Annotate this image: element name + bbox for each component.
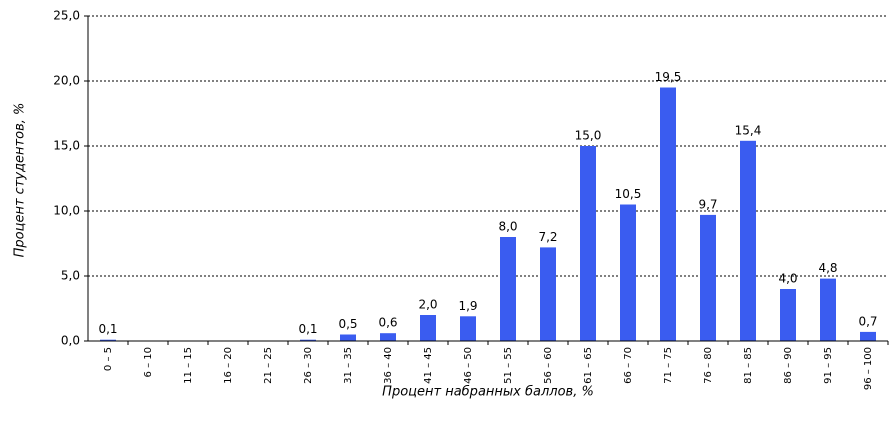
bar [100,339,116,341]
x-tick-label: 26 – 30 [303,347,314,384]
data-label: 4,8 [818,261,837,275]
y-tick-label: 25,0 [53,9,80,23]
data-label: 4,0 [778,272,797,286]
x-tick-label: 46 – 50 [463,347,474,384]
y-axis-title: Процент студентов, % [13,103,28,258]
x-tick-label: 0 – 5 [103,347,114,371]
data-label: 2,0 [418,298,437,312]
bar [500,237,516,341]
bar [540,247,556,341]
bar [700,214,716,341]
bar [620,204,636,341]
x-tick-label: 71 – 75 [663,347,674,384]
bar [460,316,476,341]
y-tick-label: 10,0 [53,204,80,218]
x-axis-title: Процент набранных баллов, % [382,385,594,400]
bar [420,315,436,341]
bar [860,331,876,341]
x-tick-label: 96 – 100 [863,347,874,390]
x-tick-label: 81 – 85 [743,347,754,384]
bar [380,333,396,341]
y-tick-label: 5,0 [61,269,80,283]
y-tick-label: 0,0 [61,334,80,348]
data-label: 7,2 [538,230,557,244]
x-tick-label: 86 – 90 [783,347,794,384]
x-tick-label: 51 – 55 [503,347,514,384]
x-tick-label: 61 – 65 [583,347,594,384]
x-tick-label: 16 – 20 [223,347,234,384]
data-label: 8,0 [498,220,517,234]
x-tick-label: 56 – 60 [543,347,554,384]
x-tick-label: 11 – 15 [183,347,194,384]
bar [340,334,356,341]
data-label: 10,5 [615,187,642,201]
bar [820,278,836,341]
data-label: 1,9 [458,299,477,313]
bar [780,289,796,341]
x-tick-label: 76 – 80 [703,347,714,384]
x-tick-label: 91 – 95 [823,347,834,384]
x-tick-label: 41 – 45 [423,347,434,384]
x-tick-label: 21 – 25 [263,347,274,384]
x-tick-label: 6 – 10 [143,347,154,377]
x-tick-label: 31 – 35 [343,347,354,384]
data-label: 0,7 [858,314,877,328]
data-label: 0,1 [298,322,317,336]
data-label: 0,5 [338,317,357,331]
data-label: 19,5 [655,70,682,84]
x-tick-label: 66 – 70 [623,347,634,384]
data-label: 0,1 [98,322,117,336]
bar [300,339,316,341]
data-label: 9,7 [698,197,717,211]
data-label: 0,6 [378,316,397,330]
data-label: 15,0 [575,129,602,143]
bar [660,87,676,341]
data-label: 15,4 [735,123,762,137]
y-tick-label: 15,0 [53,139,80,153]
bar [740,140,756,341]
y-tick-label: 20,0 [53,74,80,88]
bar [580,146,596,341]
x-tick-label: 36 – 40 [383,347,394,384]
